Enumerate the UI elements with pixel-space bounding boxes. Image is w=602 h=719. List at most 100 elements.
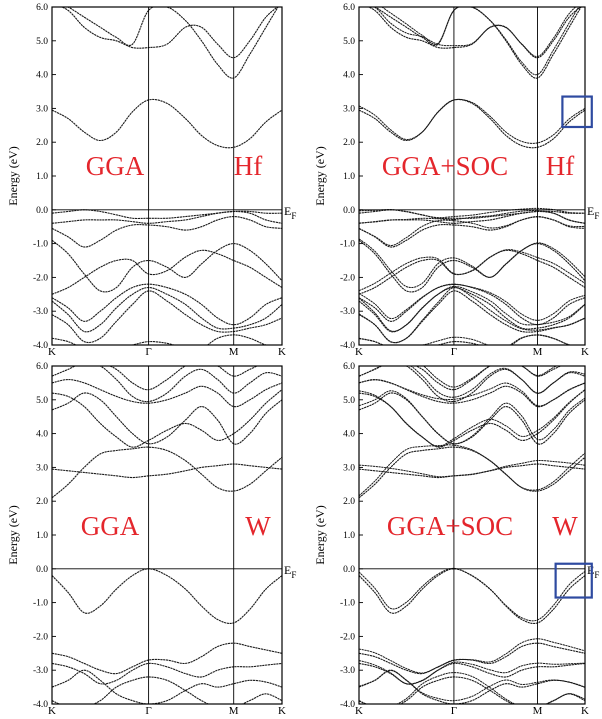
y-tick-label: 6.0 [343, 362, 355, 372]
band-line-soc [359, 210, 585, 224]
band-line-soc [359, 249, 585, 292]
band-line [52, 216, 282, 248]
y-tick-label: -2.0 [33, 273, 48, 283]
band-line-soc [422, 366, 558, 388]
y-tick-label: 1.0 [343, 531, 355, 541]
band-line [359, 642, 585, 675]
highlight-box [554, 562, 593, 599]
band-line [367, 7, 582, 59]
y-tick-label: -3.0 [340, 307, 355, 317]
band-line [52, 366, 282, 403]
y-axis-label: Energy (eV) [313, 505, 327, 564]
band-line [359, 334, 572, 345]
y-tick-label: 1.0 [36, 531, 48, 541]
band-line-soc [359, 389, 585, 448]
x-tick-label: Γ [451, 346, 457, 358]
band-line-soc [359, 98, 585, 144]
y-tick-label: 4.0 [36, 430, 48, 440]
y-tick-label: -2.0 [340, 632, 355, 642]
band-line [359, 662, 585, 685]
y-tick-label: 5.0 [343, 396, 355, 406]
x-tick-label: Γ [145, 705, 151, 717]
y-tick-label: 0.0 [36, 206, 48, 216]
highlight-box [561, 95, 593, 129]
fermi-label: EF [284, 563, 296, 580]
band-line [359, 568, 585, 625]
band-line-soc [359, 567, 585, 622]
band-line [52, 662, 282, 685]
band-line [359, 669, 585, 704]
fermi-label-sub: F [291, 211, 296, 221]
x-tick-label: Γ [451, 705, 457, 717]
y-tick-label: 4.0 [343, 430, 355, 440]
y-tick-label: 1.0 [36, 172, 48, 182]
x-tick-label: K [355, 705, 363, 717]
band-line [52, 286, 282, 333]
band-line [359, 239, 585, 293]
band-line-soc [359, 207, 585, 219]
y-tick-label: 0.0 [343, 206, 355, 216]
y-tick-label: 3.0 [36, 463, 48, 473]
bands [359, 366, 585, 704]
fermi-label-main: E [587, 563, 594, 577]
x-tick-label: Γ [145, 346, 151, 358]
band-line [108, 366, 259, 391]
fermi-label-main: E [587, 204, 594, 218]
fermi-label: EF [587, 204, 599, 221]
y-tick-label: -4.0 [340, 700, 355, 710]
y-tick-label: 2.0 [36, 138, 48, 148]
y-tick-label: 6.0 [343, 3, 355, 13]
band-line [359, 286, 585, 333]
fermi-label-sub: F [594, 211, 599, 221]
y-axis-label: Energy (eV) [6, 505, 20, 564]
band-line [52, 392, 282, 445]
band-line [359, 392, 585, 445]
band-line-soc [359, 659, 585, 685]
band-line-soc [359, 334, 573, 345]
band-line [52, 669, 282, 704]
band-line-soc [359, 638, 585, 674]
y-tick-label: -1.0 [33, 599, 48, 609]
y-tick-label: 3.0 [343, 463, 355, 473]
method-label: GGA [81, 511, 140, 541]
panel-bottom-right: 6.05.04.03.02.01.00.0-1.0-2.0-3.0-4.0 K Γ M… [313, 362, 599, 717]
fermi-label-main: E [284, 204, 291, 218]
band-line-soc [359, 670, 585, 702]
method-label: GGA+SOC [387, 511, 513, 541]
y-tick-label: -3.0 [33, 666, 48, 676]
y-tick-label: 6.0 [36, 362, 48, 372]
band-line [60, 7, 279, 59]
y-tick-label: 0.0 [36, 565, 48, 575]
y-tick-label: -4.0 [33, 341, 48, 351]
band-line [52, 334, 268, 345]
y-tick-label: 4.0 [36, 71, 48, 81]
band-line-soc [359, 379, 585, 407]
y-tick-label: -1.0 [33, 240, 48, 250]
band-line [414, 366, 562, 391]
band-line [52, 98, 282, 149]
x-tick-label: M [533, 346, 543, 358]
band-line [359, 389, 585, 448]
band-line-soc [359, 366, 585, 398]
band-line [52, 249, 282, 295]
band-line-soc [359, 283, 585, 321]
element-label: Hf [546, 151, 575, 181]
y-tick-label: -1.0 [340, 240, 355, 250]
fermi-label: EF [587, 563, 599, 580]
band-line-soc [359, 287, 585, 344]
x-tick-label: M [533, 705, 543, 717]
fermi-label: EF [284, 204, 296, 221]
y-tick-label: 2.0 [343, 138, 355, 148]
y-tick-label: 5.0 [36, 37, 48, 47]
fermi-label-sub: F [291, 570, 296, 580]
method-label: GGA+SOC [382, 151, 508, 181]
element-label: W [245, 511, 271, 541]
band-line [66, 7, 279, 79]
y-tick-label: 3.0 [36, 104, 48, 114]
y-tick-label: 6.0 [36, 3, 48, 13]
x-tick-label: K [48, 705, 56, 717]
x-tick-label: K [48, 346, 56, 358]
bands [52, 366, 282, 704]
band-line [52, 389, 282, 448]
